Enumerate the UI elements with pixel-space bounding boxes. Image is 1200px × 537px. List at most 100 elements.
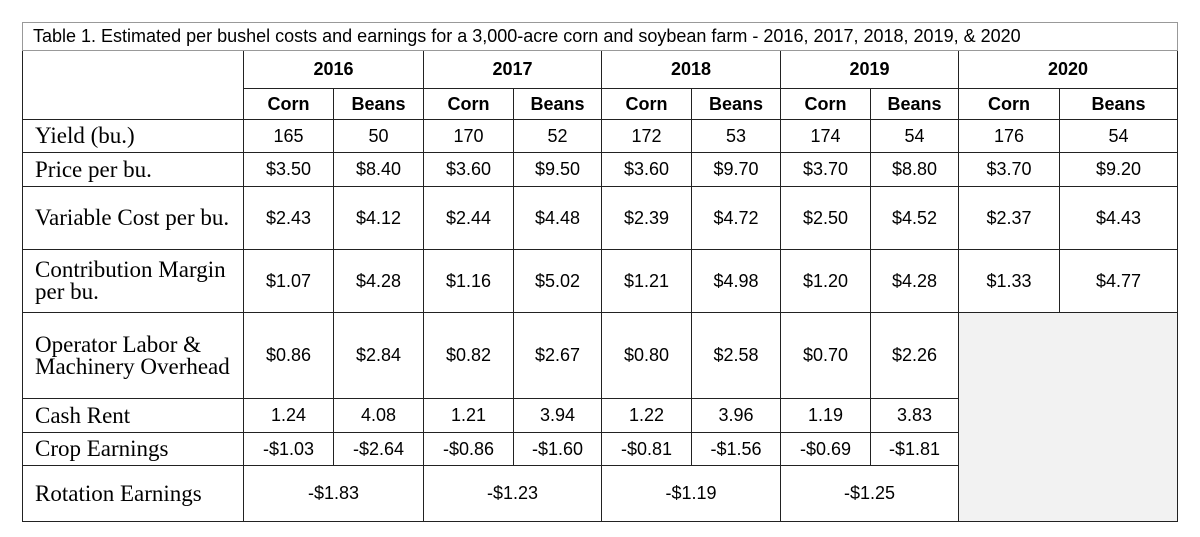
year-header: 2020 bbox=[957, 50, 1179, 89]
value-cell: $3.60 bbox=[423, 152, 514, 187]
value-cell: 170 bbox=[423, 119, 514, 153]
value-cell: $4.98 bbox=[691, 249, 781, 313]
table-row: Cash Rent 1.24 4.08 1.21 3.94 1.22 3.96 1.19 3.8… bbox=[22, 398, 1178, 433]
value-cell: $1.20 bbox=[780, 249, 871, 313]
value-cell: $1.07 bbox=[243, 249, 334, 313]
value-cell: $0.70 bbox=[780, 312, 871, 399]
value-cell: $0.80 bbox=[601, 312, 692, 399]
crop-header: Corn bbox=[243, 88, 334, 120]
value-cell: 4.08 bbox=[333, 398, 424, 433]
value-cell: $8.80 bbox=[870, 152, 959, 187]
value-cell: $3.70 bbox=[958, 152, 1060, 187]
rotation-value: -$1.83 bbox=[243, 465, 424, 522]
table-row: Variable Cost per bu. $2.43 $4.12 $2.44 $4.4… bbox=[22, 186, 1179, 250]
value-cell: $4.72 bbox=[691, 186, 781, 250]
row-label: Contribution Margin per bu. bbox=[22, 249, 244, 313]
value-cell: $2.39 bbox=[601, 186, 692, 250]
crop-header: Beans bbox=[1058, 88, 1179, 120]
value-cell: -$0.81 bbox=[601, 432, 692, 466]
value-cell: $3.60 bbox=[601, 152, 692, 187]
crop-header: Corn bbox=[423, 88, 514, 120]
value-cell: $2.43 bbox=[243, 186, 334, 250]
value-cell: $4.28 bbox=[333, 249, 424, 313]
year-header: 2016 bbox=[243, 50, 424, 89]
table-row: Operator Labor & Machinery Overhead $0.86… bbox=[22, 312, 1179, 522]
value-cell: $2.50 bbox=[780, 186, 871, 250]
value-cell: -$1.03 bbox=[243, 432, 334, 466]
value-cell: -$1.56 bbox=[691, 432, 781, 466]
value-cell: -$1.81 bbox=[870, 432, 959, 466]
value-cell: $8.40 bbox=[333, 152, 424, 187]
crop-header: Corn bbox=[601, 88, 692, 120]
row-label: Variable Cost per bu. bbox=[22, 186, 244, 250]
value-cell: $9.20 bbox=[1058, 152, 1179, 187]
table-row: Rotation Earnings -$1.83 -$1.23 -$1.19 -$1.2… bbox=[22, 465, 1178, 522]
value-cell: $4.48 bbox=[513, 186, 602, 250]
value-cell: $1.21 bbox=[601, 249, 692, 313]
value-cell: $2.37 bbox=[958, 186, 1060, 250]
year-header: 2019 bbox=[780, 50, 959, 89]
value-cell: $9.50 bbox=[513, 152, 602, 187]
empty-block bbox=[957, 312, 1179, 522]
value-cell: 3.96 bbox=[691, 398, 781, 433]
value-cell: $3.50 bbox=[243, 152, 334, 187]
crop-header: Beans bbox=[691, 88, 781, 120]
value-cell: 53 bbox=[691, 119, 781, 153]
row-label: Rotation Earnings bbox=[22, 465, 244, 522]
value-cell: 3.94 bbox=[513, 398, 602, 433]
value-cell: $3.70 bbox=[780, 152, 871, 187]
table-row: Contribution Margin per bu. $1.07 $4.28 $1.… bbox=[22, 249, 1179, 313]
row-label: Yield (bu.) bbox=[22, 119, 244, 153]
row-label: Cash Rent bbox=[22, 398, 244, 433]
value-cell: $4.77 bbox=[1058, 249, 1179, 313]
table-title: Table 1. Estimated per bushel costs and … bbox=[21, 22, 1179, 51]
value-cell: $2.26 bbox=[870, 312, 959, 399]
value-cell: 52 bbox=[513, 119, 602, 153]
value-cell: 1.22 bbox=[601, 398, 692, 433]
corner-cell bbox=[22, 50, 244, 120]
year-header: 2018 bbox=[601, 50, 781, 89]
value-cell: 1.21 bbox=[423, 398, 514, 433]
table-row: Price per bu. $3.50 $8.40 $3.60 $9.50 $3.60 $9… bbox=[22, 152, 1179, 187]
value-cell: 54 bbox=[870, 119, 959, 153]
value-cell: -$2.64 bbox=[333, 432, 424, 466]
table-row: 2016 2017 2018 2019 2020 bbox=[22, 50, 1179, 120]
table-row: Corn Beans Corn Beans Corn Beans Corn Beans Corn… bbox=[23, 88, 1179, 120]
value-cell: -$1.60 bbox=[513, 432, 602, 466]
crop-header: Beans bbox=[870, 88, 959, 120]
value-cell: $2.67 bbox=[513, 312, 602, 399]
value-cell: $1.33 bbox=[958, 249, 1060, 313]
table-row: Yield (bu.) 165 50 170 52 172 53 174 54 176 54 bbox=[22, 119, 1179, 153]
value-cell: $2.84 bbox=[333, 312, 424, 399]
crop-header: Beans bbox=[333, 88, 424, 120]
row-label: Operator Labor & Machinery Overhead bbox=[22, 312, 244, 399]
value-cell: $5.02 bbox=[513, 249, 602, 313]
data-table: Table 1. Estimated per bushel costs and … bbox=[21, 22, 1179, 522]
value-cell: 50 bbox=[333, 119, 424, 153]
value-cell: $1.16 bbox=[423, 249, 514, 313]
value-cell: 172 bbox=[601, 119, 692, 153]
value-cell: -$0.69 bbox=[780, 432, 871, 466]
crop-header: Corn bbox=[958, 88, 1060, 120]
value-cell: $0.82 bbox=[423, 312, 514, 399]
value-cell: $4.12 bbox=[333, 186, 424, 250]
table-body: Table 1. Estimated per bushel costs and … bbox=[21, 22, 1179, 522]
row-label: Price per bu. bbox=[22, 152, 244, 187]
value-cell: $2.58 bbox=[691, 312, 781, 399]
row-label: Crop Earnings bbox=[22, 432, 244, 466]
rotation-value: -$1.19 bbox=[601, 465, 781, 522]
value-cell: $2.44 bbox=[423, 186, 514, 250]
value-cell: $0.86 bbox=[243, 312, 334, 399]
value-cell: $4.52 bbox=[870, 186, 959, 250]
table-row: Crop Earnings -$1.03 -$2.64 -$0.86 -$1.60 -$0… bbox=[22, 432, 1178, 466]
value-cell: $4.43 bbox=[1058, 186, 1179, 250]
value-cell: 176 bbox=[958, 119, 1060, 153]
crop-header: Beans bbox=[513, 88, 602, 120]
rotation-value: -$1.23 bbox=[423, 465, 602, 522]
value-cell: $9.70 bbox=[691, 152, 781, 187]
table-row: Table 1. Estimated per bushel costs and … bbox=[21, 22, 1179, 51]
value-cell: 54 bbox=[1058, 119, 1179, 153]
crop-header: Corn bbox=[780, 88, 871, 120]
value-cell: 1.19 bbox=[780, 398, 871, 433]
value-cell: 165 bbox=[243, 119, 334, 153]
